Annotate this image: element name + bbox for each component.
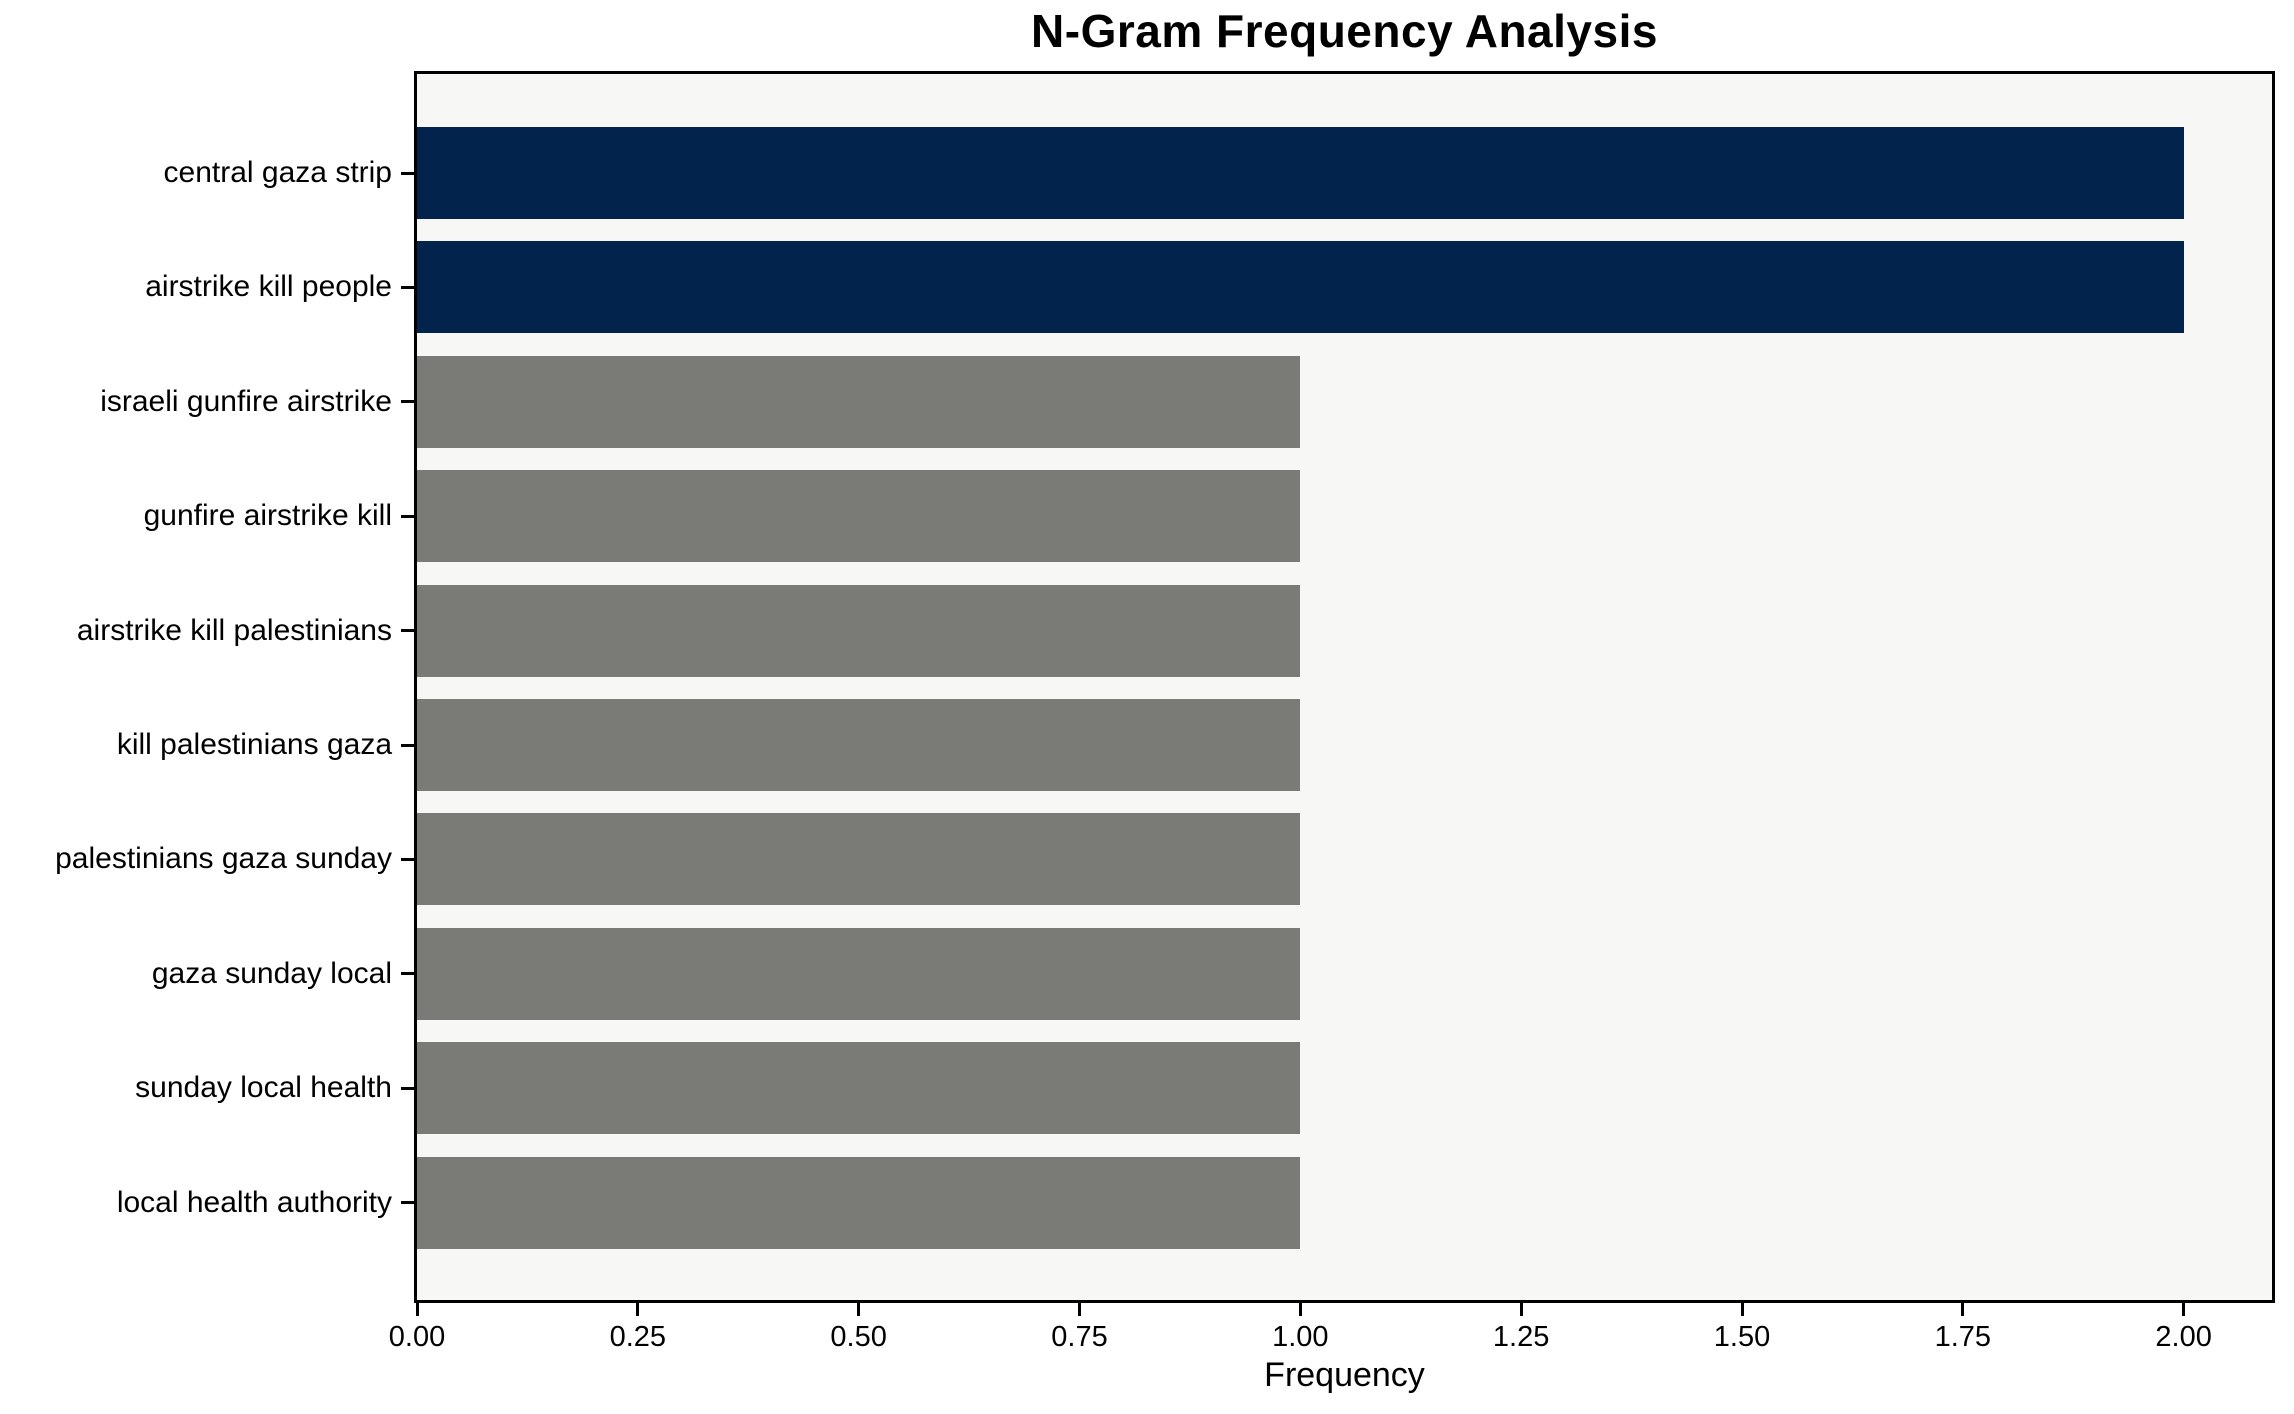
y-tick-label: airstrike kill people <box>145 270 392 304</box>
y-tick-label: sunday local health <box>135 1071 392 1105</box>
x-tick-label: 1.00 <box>1272 1321 1329 1353</box>
y-tick-mark <box>401 629 414 633</box>
x-tick-mark <box>636 1303 640 1316</box>
x-tick-label: 2.00 <box>2155 1321 2212 1353</box>
x-tick-label: 0.00 <box>388 1321 446 1353</box>
x-tick-mark <box>1078 1303 1081 1316</box>
y-tick-label: kill palestinians gaza <box>116 728 392 761</box>
y-tick-mark <box>401 857 414 861</box>
bar <box>417 241 2184 334</box>
y-tick-mark <box>401 400 414 404</box>
x-tick-mark <box>857 1303 861 1316</box>
bar <box>417 470 1301 563</box>
y-tick-label: israeli gunfire airstrike <box>100 384 392 418</box>
x-tick-mark <box>1961 1303 1965 1316</box>
chart-title: N-Gram Frequency Analysis <box>1031 5 1658 57</box>
x-tick-label: 0.75 <box>1051 1321 1108 1353</box>
y-tick-mark <box>401 743 414 747</box>
x-tick-label: 0.25 <box>609 1321 667 1353</box>
x-tick-label: 1.25 <box>1492 1321 1550 1353</box>
y-tick-mark <box>401 285 414 289</box>
y-tick-label: central gaza strip <box>163 156 392 189</box>
bar <box>417 355 1301 448</box>
bar <box>417 127 2184 219</box>
x-tick-mark <box>1298 1303 1302 1316</box>
y-tick-mark <box>401 514 414 518</box>
y-tick-label: gunfire airstrike kill <box>143 499 392 533</box>
x-tick-label: 1.75 <box>1934 1321 1992 1353</box>
y-tick-mark <box>401 171 414 175</box>
y-tick-label: gaza sunday local <box>151 956 392 990</box>
bar <box>417 584 1301 677</box>
x-tick-mark <box>1740 1303 1744 1316</box>
bar <box>417 927 1301 1020</box>
y-tick-label: local health authority <box>116 1185 392 1219</box>
y-tick-mark <box>401 1086 414 1090</box>
x-tick-label: 0.50 <box>830 1321 887 1353</box>
plot-area <box>414 71 2275 1303</box>
bar <box>417 813 1301 906</box>
y-tick-label: palestinians gaza sunday <box>55 842 392 876</box>
y-tick-mark <box>401 1201 414 1205</box>
y-tick-mark <box>401 972 414 976</box>
x-axis-label: Frequency <box>1264 1356 1425 1394</box>
x-tick-label: 1.50 <box>1713 1321 1771 1353</box>
y-tick-label: airstrike kill palestinians <box>76 613 392 647</box>
x-tick-mark <box>1519 1303 1523 1316</box>
bar <box>417 1156 1301 1249</box>
bar <box>417 699 1301 791</box>
x-tick-mark <box>2182 1303 2186 1316</box>
bar <box>417 1042 1301 1135</box>
x-tick-mark <box>415 1303 419 1316</box>
